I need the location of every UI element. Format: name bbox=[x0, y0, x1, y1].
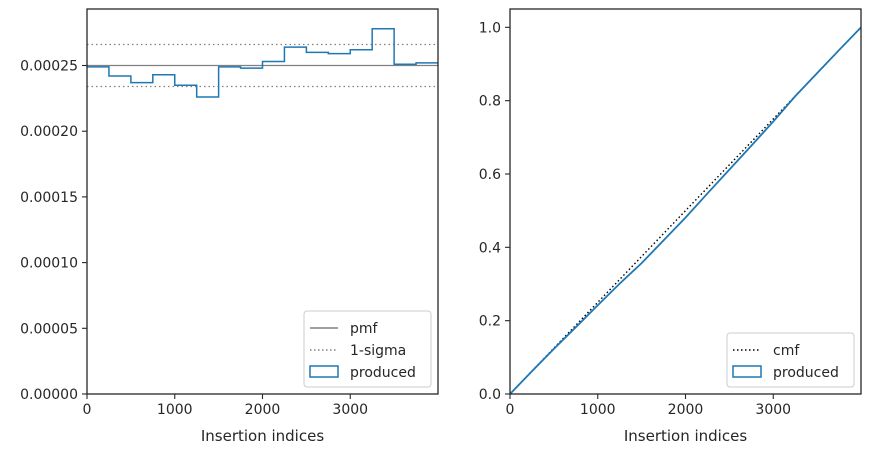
x-tick-label: 0 bbox=[506, 402, 515, 418]
legend: cmf produced bbox=[726, 332, 855, 388]
y-tick-label: 1.0 bbox=[479, 20, 501, 36]
x-axis-label: Insertion indices bbox=[201, 427, 324, 445]
legend-frame bbox=[726, 332, 855, 388]
legend-label: produced bbox=[773, 365, 839, 381]
x-tick-label: 2000 bbox=[245, 402, 281, 418]
y-tick-label: 0.00015 bbox=[20, 190, 78, 206]
y-tick-label: 0.00020 bbox=[20, 124, 78, 140]
produced-line bbox=[510, 26, 861, 394]
y-tick-label: 0.4 bbox=[479, 240, 501, 256]
legend-swatch-box bbox=[309, 365, 339, 378]
legend-label: 1-sigma bbox=[350, 343, 406, 359]
x-tick-label: 1000 bbox=[157, 402, 193, 418]
x-tick-label: 2000 bbox=[668, 402, 704, 418]
cmf-line bbox=[510, 26, 861, 394]
y-tick-label: 0.0 bbox=[479, 387, 501, 403]
x-tick-label: 3000 bbox=[755, 402, 791, 418]
legend: pmf 1-sigma produced bbox=[303, 310, 432, 388]
x-tick-label: 0 bbox=[83, 402, 92, 418]
plot-area bbox=[510, 26, 861, 394]
x-axis-label: Insertion indices bbox=[624, 427, 747, 445]
legend-frame bbox=[303, 310, 432, 388]
y-tick-label: 0.00010 bbox=[20, 256, 78, 272]
legend-label: produced bbox=[350, 365, 416, 381]
y-tick-label: 0.00025 bbox=[20, 59, 78, 75]
x-tick-label: 3000 bbox=[332, 402, 368, 418]
legend-label: pmf bbox=[350, 321, 379, 337]
legend-label: cmf bbox=[773, 343, 800, 359]
plot-area bbox=[87, 27, 438, 98]
y-tick-label: 0.8 bbox=[479, 94, 501, 110]
y-tick-label: 0.2 bbox=[479, 314, 501, 330]
chart-panel-1: 0 1000 2000 3000 0.00000 0.00005 0.00010 0.0001… bbox=[20, 8, 439, 445]
y-tick-label: 0.00005 bbox=[20, 321, 78, 337]
histogram-step-line bbox=[87, 27, 438, 98]
legend-swatch-box bbox=[732, 365, 762, 378]
x-tick-label: 1000 bbox=[580, 402, 616, 418]
y-tick-label: 0.6 bbox=[479, 167, 501, 183]
chart-panel-2: 0 1000 2000 3000 0.0 0.2 0.4 0.6 0.8 1.0 Insertion… bbox=[479, 8, 862, 445]
y-tick-label: 0.00000 bbox=[20, 387, 78, 403]
